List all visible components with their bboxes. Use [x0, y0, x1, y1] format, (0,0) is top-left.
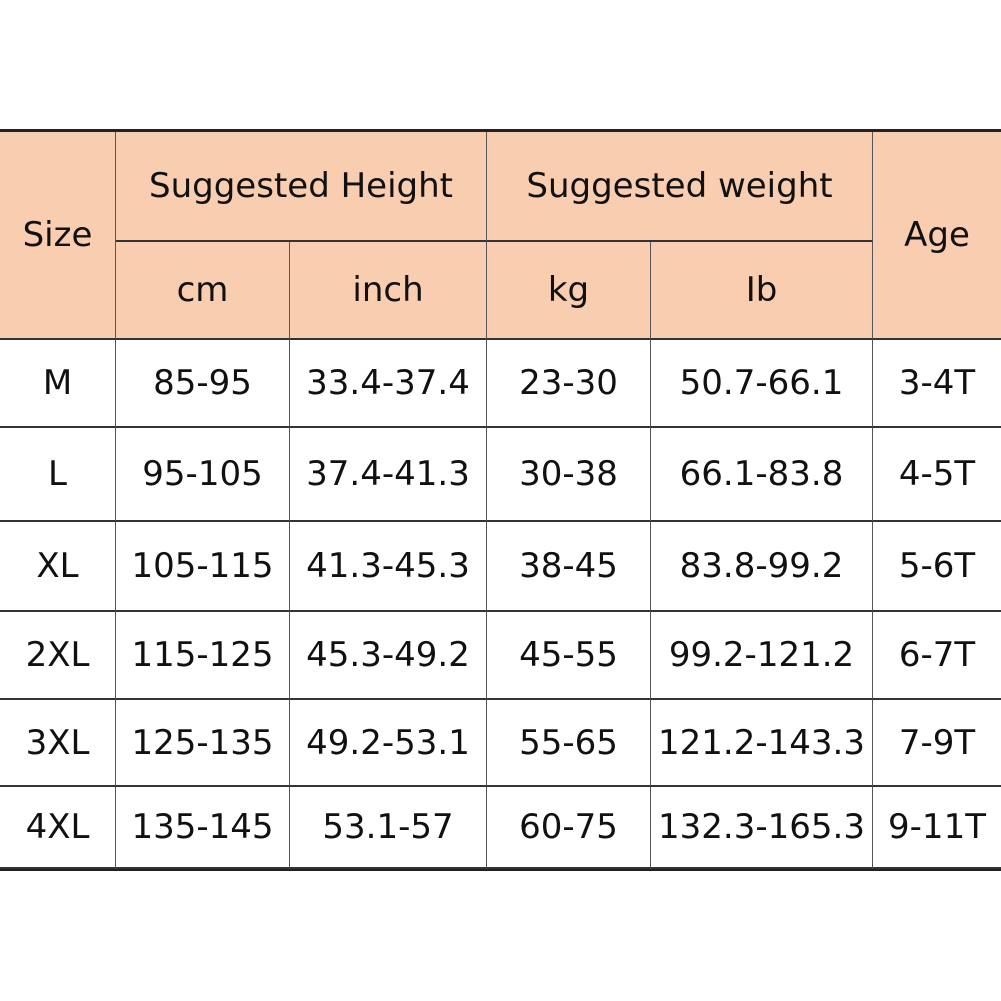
table-cell: 55-65 — [487, 700, 651, 787]
table-cell: 53.1-57 — [290, 787, 487, 869]
table-cell: 105-115 — [116, 522, 290, 612]
header-cell: Age — [873, 132, 1001, 340]
unit-cell: Ib — [651, 242, 873, 340]
table-cell: 6-7T — [873, 612, 1001, 700]
table-cell: M — [0, 340, 116, 428]
table-cell: 83.8-99.2 — [651, 522, 873, 612]
table-cell: 30-38 — [487, 428, 651, 522]
table-cell: 49.2-53.1 — [290, 700, 487, 787]
table-cell: 95-105 — [116, 428, 290, 522]
table-cell: 3XL — [0, 700, 116, 787]
table-cell: 45-55 — [487, 612, 651, 700]
unit-cell: kg — [487, 242, 651, 340]
table-cell: 125-135 — [116, 700, 290, 787]
table-cell: 115-125 — [116, 612, 290, 700]
table-cell: 41.3-45.3 — [290, 522, 487, 612]
table-cell: 60-75 — [487, 787, 651, 869]
table-cell: 135-145 — [116, 787, 290, 869]
table-cell: 38-45 — [487, 522, 651, 612]
table-cell: 66.1-83.8 — [651, 428, 873, 522]
table-cell: 85-95 — [116, 340, 290, 428]
unit-cell: inch — [290, 242, 487, 340]
header-cell: Size — [0, 132, 116, 340]
table-cell: 45.3-49.2 — [290, 612, 487, 700]
table-cell: 33.4-37.4 — [290, 340, 487, 428]
table-cell: 3-4T — [873, 340, 1001, 428]
table-cell: 23-30 — [487, 340, 651, 428]
table-cell: 4-5T — [873, 428, 1001, 522]
table-cell: 99.2-121.2 — [651, 612, 873, 700]
table-cell: L — [0, 428, 116, 522]
table-cell: 4XL — [0, 787, 116, 869]
table-cell: 50.7-66.1 — [651, 340, 873, 428]
table-cell: 9-11T — [873, 787, 1001, 869]
table-cell: 5-6T — [873, 522, 1001, 612]
bottom-rule — [0, 868, 1001, 871]
header-cell: Suggested Height — [116, 132, 487, 242]
table-cell: 37.4-41.3 — [290, 428, 487, 522]
table-cell: XL — [0, 522, 116, 612]
top-rule — [0, 129, 1001, 132]
unit-cell: cm — [116, 242, 290, 340]
table-cell: 121.2-143.3 — [651, 700, 873, 787]
header-cell: Suggested weight — [487, 132, 873, 242]
table-cell: 132.3-165.3 — [651, 787, 873, 869]
table-cell: 2XL — [0, 612, 116, 700]
table-cell: 7-9T — [873, 700, 1001, 787]
